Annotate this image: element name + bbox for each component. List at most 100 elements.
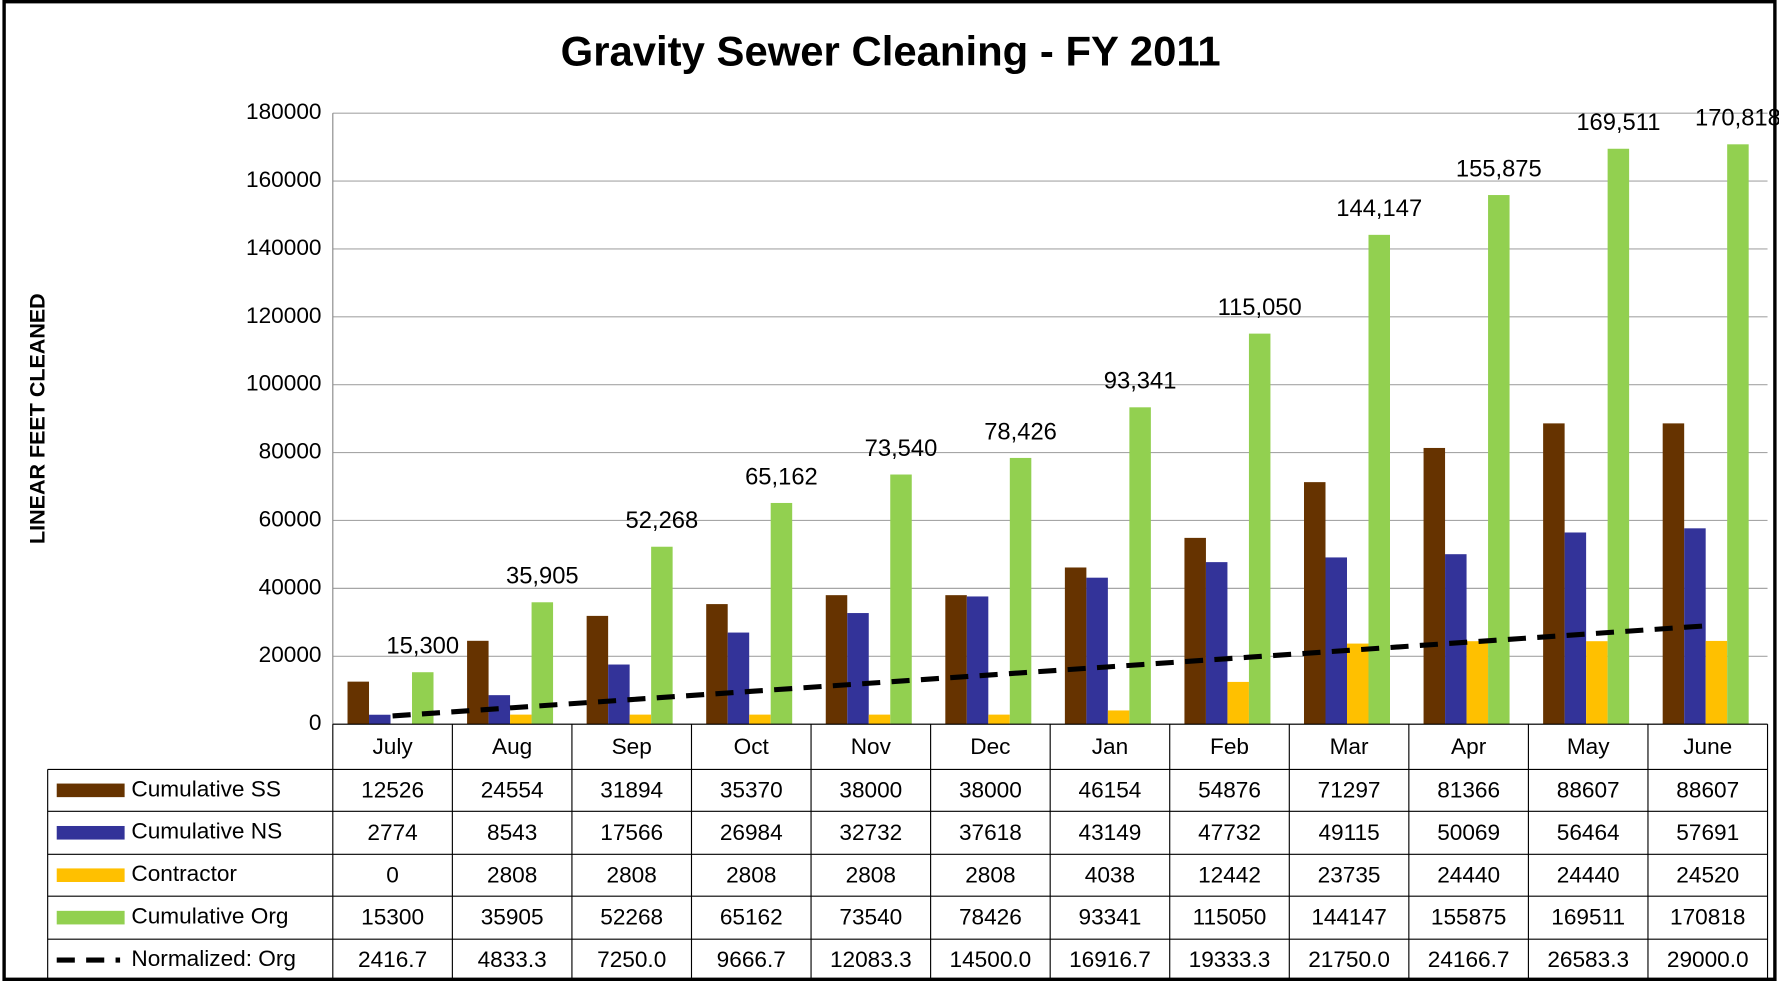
bar <box>629 714 652 725</box>
data-label: 65,162 <box>745 463 818 490</box>
y-tick-label: 160000 <box>246 167 321 192</box>
table-cell: 12442 <box>1198 862 1261 887</box>
table-cell: 26984 <box>720 820 783 845</box>
bar <box>608 664 630 725</box>
bar <box>1346 643 1369 725</box>
bar <box>1129 407 1151 725</box>
legend-label: Normalized: Org <box>131 946 296 971</box>
bar <box>988 714 1010 725</box>
table-cell: 170818 <box>1670 905 1745 930</box>
data-label: 78,426 <box>984 418 1057 445</box>
x-tick-label: Aug <box>492 734 532 759</box>
bar <box>488 695 511 725</box>
bar <box>1727 144 1749 725</box>
data-label: 115,050 <box>1218 294 1302 321</box>
bar <box>1325 557 1347 725</box>
table-cell: 24520 <box>1676 862 1739 887</box>
table-cell: 115050 <box>1193 905 1267 930</box>
bar <box>651 546 673 725</box>
bar <box>749 714 771 725</box>
table-cell: 15300 <box>361 905 424 930</box>
y-tick-label: 40000 <box>259 574 322 599</box>
y-tick-label: 120000 <box>246 303 321 328</box>
table-cell: 46154 <box>1079 777 1142 802</box>
table-cell: 29000.0 <box>1667 947 1749 972</box>
table-cell: 88607 <box>1676 777 1739 802</box>
bar <box>706 604 728 725</box>
table-cell: 73540 <box>839 905 902 930</box>
table-cell: 93341 <box>1079 905 1142 930</box>
table-cell: 4833.3 <box>478 947 547 972</box>
x-tick-label: Oct <box>734 734 770 759</box>
table-cell: 81366 <box>1437 777 1500 802</box>
table-cell: 12083.3 <box>830 947 912 972</box>
bar <box>966 596 989 725</box>
x-tick-label: Jan <box>1092 734 1128 759</box>
bar <box>347 681 370 725</box>
data-label: 155,875 <box>1456 155 1542 182</box>
y-tick-label: 60000 <box>259 506 322 531</box>
table-cell: 37618 <box>959 820 1022 845</box>
data-label: 170,818 <box>1695 105 1779 132</box>
bar <box>1488 195 1510 725</box>
bar <box>847 613 869 725</box>
legend-swatch <box>56 910 125 925</box>
table-cell: 38000 <box>839 777 902 802</box>
x-tick-label: June <box>1683 734 1732 759</box>
x-tick-label: Mar <box>1330 734 1369 759</box>
legend-label: Contractor <box>131 861 237 886</box>
table-cell: 2808 <box>965 862 1015 887</box>
table-cell: 71297 <box>1318 777 1381 802</box>
y-axis-label: LINEAR FEET CLEANED <box>25 293 49 544</box>
table-cell: 12526 <box>361 777 424 802</box>
table-cell: 0 <box>386 862 399 887</box>
table-cell: 38000 <box>959 777 1022 802</box>
table-cell: 2808 <box>607 862 657 887</box>
table-cell: 169511 <box>1551 905 1625 930</box>
bar <box>1086 577 1108 725</box>
x-tick-label: Nov <box>851 734 892 759</box>
table-cell: 9666.7 <box>717 947 786 972</box>
x-tick-label: May <box>1567 734 1610 759</box>
y-tick-label: 180000 <box>246 99 321 124</box>
data-label: 35,905 <box>506 563 579 590</box>
table-cell: 65162 <box>720 905 783 930</box>
table-cell: 144147 <box>1311 905 1386 930</box>
legend-swatch <box>56 825 125 840</box>
table-cell: 19333.3 <box>1189 947 1271 972</box>
bar <box>531 602 554 725</box>
table-cell: 24554 <box>481 777 544 802</box>
bar <box>1227 681 1249 725</box>
bar <box>1466 641 1489 725</box>
data-label: 15,300 <box>386 633 459 660</box>
bar <box>1205 562 1228 725</box>
bar <box>1423 447 1446 725</box>
bar <box>1368 234 1390 725</box>
x-tick-label: Sep <box>612 734 652 759</box>
table-cell: 35370 <box>720 777 783 802</box>
bar <box>467 640 489 725</box>
data-label: 73,540 <box>865 435 938 462</box>
data-label: 144,147 <box>1336 195 1422 222</box>
bar <box>1184 537 1206 725</box>
legend-swatch <box>56 783 125 798</box>
table-cell: 2808 <box>846 862 896 887</box>
bar <box>868 714 891 725</box>
bar <box>1248 333 1271 725</box>
bar <box>770 502 793 725</box>
table-cell: 24440 <box>1557 862 1620 887</box>
data-label: 52,268 <box>626 507 699 534</box>
x-tick-label: Apr <box>1451 734 1487 759</box>
table-cell: 32732 <box>839 820 902 845</box>
table-cell: 50069 <box>1437 820 1500 845</box>
legend-label: Cumulative SS <box>131 776 281 801</box>
table-cell: 57691 <box>1676 820 1739 845</box>
bar <box>1662 423 1685 725</box>
legend-label: Cumulative Org <box>131 904 288 929</box>
x-tick-label: Dec <box>970 734 1010 759</box>
table-cell: 78426 <box>959 905 1022 930</box>
bar <box>1564 532 1587 725</box>
table-cell: 2808 <box>726 862 776 887</box>
